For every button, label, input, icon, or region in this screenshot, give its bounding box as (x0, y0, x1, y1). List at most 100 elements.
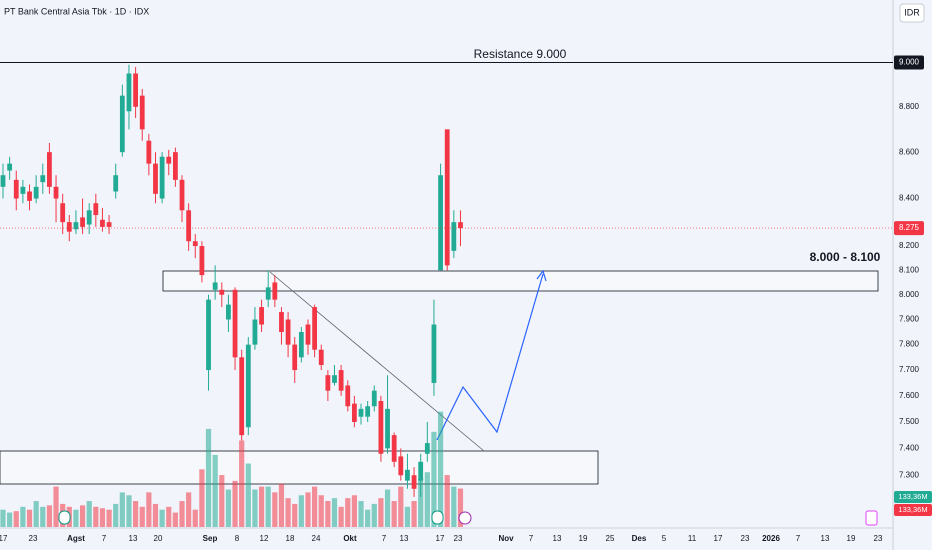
volume-label: 133,36M (898, 492, 927, 501)
chart-title: PT Bank Central Asia Tbk · 1D · IDX (4, 6, 149, 16)
candle-body (279, 312, 284, 333)
volume-bar (126, 495, 132, 527)
volume-bar (86, 501, 92, 527)
zone-label: 8.000 - 8.100 (810, 250, 881, 264)
trend-line (269, 271, 485, 452)
candle-body (172, 152, 178, 180)
volume-bar (358, 501, 364, 527)
candle-body (405, 469, 410, 481)
candle-body (338, 370, 344, 391)
candle-body (33, 186, 39, 199)
x-tick-label: 20 (154, 534, 163, 543)
volume-bar (133, 501, 139, 527)
candle-body (100, 219, 105, 227)
y-tick-label: 9.000 (899, 58, 920, 67)
volume-bar (99, 508, 106, 527)
volume-bar (166, 506, 172, 527)
candle-body (60, 203, 66, 223)
volume-bar (331, 498, 338, 527)
volume-bar (239, 440, 245, 527)
volume-bar (179, 501, 185, 527)
y-tick-label: 7.700 (899, 365, 920, 374)
candle-body (106, 222, 112, 227)
arrow-head (536, 269, 547, 282)
volume-tag (894, 491, 932, 503)
x-tick-label: 17 (714, 534, 723, 543)
volume-bar (398, 486, 404, 527)
x-tick-label: 12 (260, 534, 269, 543)
candle-body (73, 222, 79, 230)
candle-body (113, 175, 119, 192)
volume-bar (26, 509, 33, 527)
candle-body (47, 152, 52, 187)
volume-bar (437, 411, 444, 527)
candle-body (20, 186, 26, 194)
volume-label: 133,36M (898, 505, 927, 514)
x-tick-label: 7 (382, 534, 387, 543)
candle-body (424, 443, 430, 454)
volume-bar (298, 495, 304, 527)
volume-bar (312, 486, 318, 527)
x-tick-label: 2026 (762, 534, 780, 543)
volume-bar (192, 509, 198, 527)
volume-bar (351, 495, 357, 527)
candle-body (40, 175, 46, 183)
candle-body (13, 179, 19, 199)
candle-body (219, 289, 225, 295)
volume-bar (245, 463, 251, 527)
earnings-icon[interactable] (431, 510, 444, 525)
x-tick-label: 23 (741, 534, 750, 543)
y-tick-label: 7.900 (899, 315, 920, 324)
candle-body (226, 304, 231, 320)
support-zone (162, 270, 879, 292)
volume-bar (219, 475, 225, 527)
candle-body (298, 332, 304, 358)
y-tick-label: 8.400 (899, 194, 920, 203)
candle-body (458, 222, 463, 229)
y-tick-label: 8.200 (899, 241, 920, 250)
x-tick-label: 23 (454, 534, 463, 543)
volume-bar (378, 498, 384, 527)
volume-bar (418, 477, 424, 527)
candle-body (126, 73, 132, 112)
earnings-icon[interactable] (58, 510, 71, 525)
candle-body (80, 217, 85, 227)
earnings-icon[interactable] (865, 510, 878, 526)
volume-bar (53, 486, 59, 527)
candle-body (332, 375, 337, 383)
y-tick-label: 7.600 (899, 391, 920, 400)
candle-body (318, 349, 324, 365)
candle-body (431, 324, 437, 383)
volume-bar (404, 506, 411, 527)
volume-bar (93, 506, 99, 527)
volume-bar (278, 483, 285, 527)
volume-bar (411, 501, 417, 527)
volume-tag (894, 504, 932, 516)
x-tick-label: 25 (606, 534, 615, 543)
x-tick-label: 23 (874, 534, 883, 543)
currency-box[interactable] (899, 3, 925, 23)
x-tick-label: Sep (203, 534, 218, 543)
candle-body (418, 461, 424, 481)
y-tick-label: 8.100 (899, 265, 920, 274)
volume-bar (13, 511, 19, 527)
candle-body (451, 222, 457, 251)
volume-bar (232, 480, 238, 527)
x-tick-label: 17 (0, 534, 8, 543)
x-tick-label: Okt (343, 534, 357, 543)
candle-body (139, 95, 145, 130)
x-tick-label: 13 (129, 534, 138, 543)
candle-body (365, 406, 371, 417)
volume-bar (258, 486, 265, 527)
candle-body (444, 129, 450, 266)
dividend-icon[interactable] (458, 511, 472, 525)
candle-body (0, 175, 6, 187)
x-tick-label: 19 (847, 534, 856, 543)
candle-body (312, 307, 318, 350)
volume-bar (365, 509, 371, 527)
candle-body (345, 385, 351, 407)
candle-body (292, 344, 298, 371)
projection-arrow (436, 273, 544, 441)
y-tick-label: 7.400 (899, 444, 920, 453)
